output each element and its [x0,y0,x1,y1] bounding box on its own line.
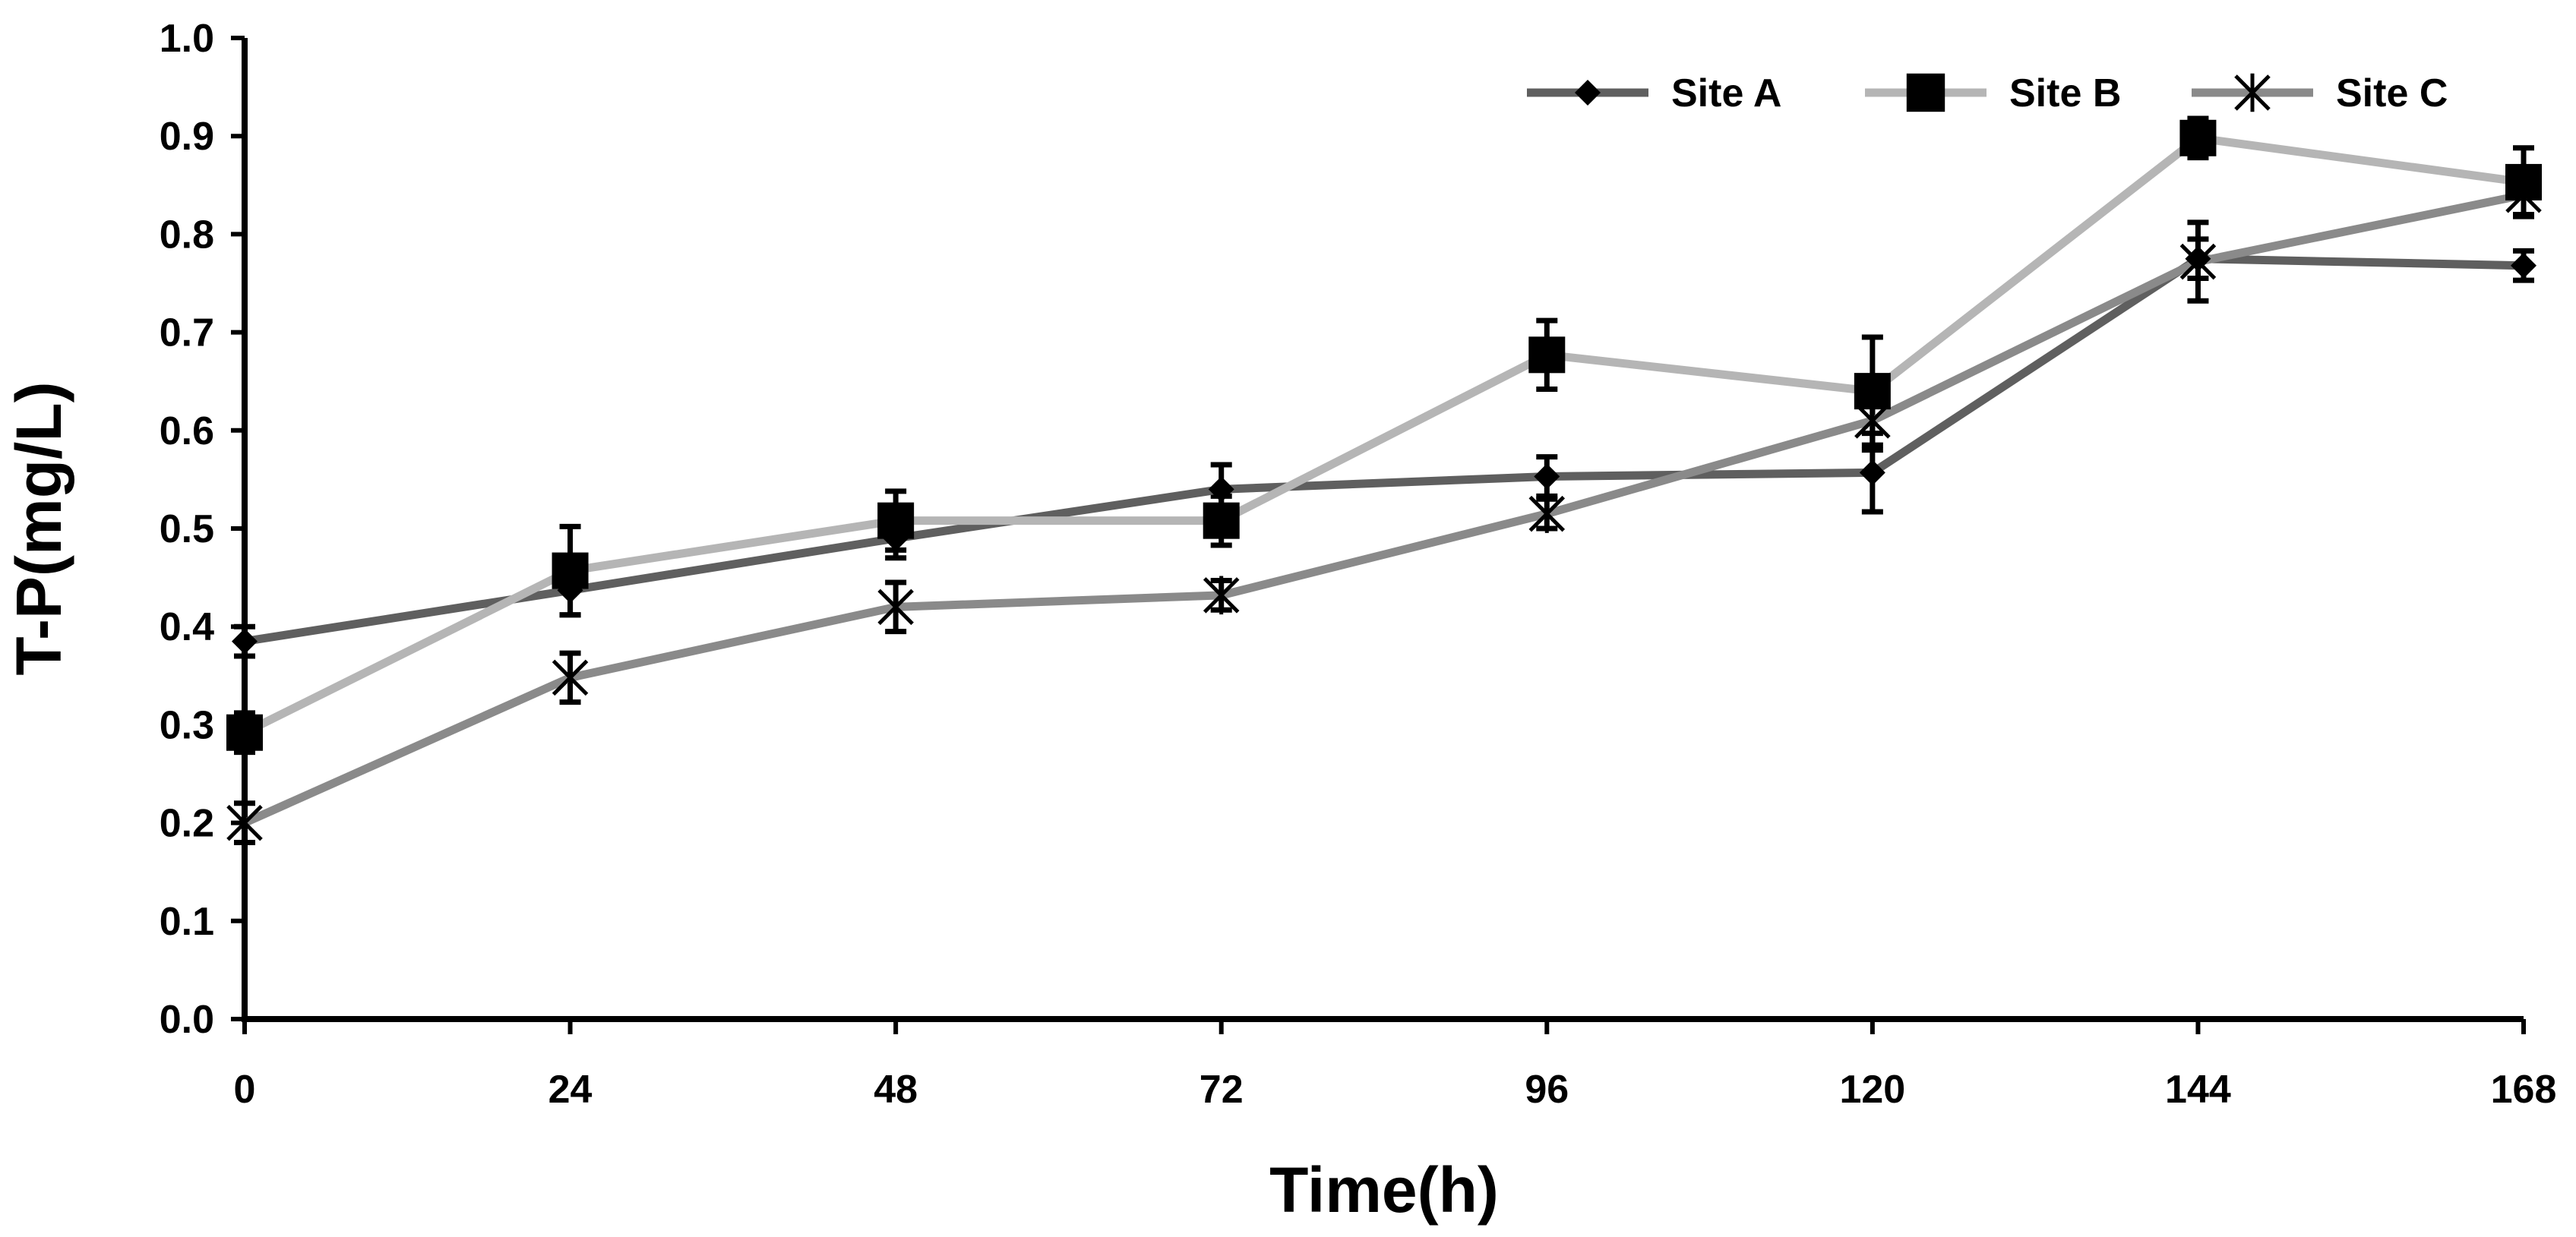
series-points-site-a [232,245,2536,655]
marker-diamond [232,628,258,655]
marker-square [1203,502,1240,539]
axes [231,36,2526,1034]
marker-square [552,552,589,589]
y-tick-label: 0.3 [160,703,214,747]
x-tick-label: 0 [234,1068,256,1112]
x-tick-label: 48 [874,1068,918,1112]
y-tick-label: 0.5 [160,507,214,551]
marker-square [877,502,915,539]
y-tick-label: 0.2 [160,802,214,846]
y-tick-label: 0.4 [160,605,214,649]
marker-star [2179,242,2217,281]
marker-star [552,658,589,697]
marker-star [1854,401,1891,440]
x-tick-label: 144 [2165,1068,2231,1112]
x-tick-label: 72 [1199,1068,1244,1112]
y-tick-label: 0.6 [160,409,214,453]
x-tick-label: 120 [1839,1068,1905,1112]
marker-square [226,714,263,751]
marker-diamond [1534,463,1560,490]
legend-item-site-b: Site B [1865,71,2121,115]
y-tick-label: 0.1 [160,900,214,944]
legend-label: Site C [2336,71,2448,115]
marker-square [2179,119,2217,156]
y-tick-label: 0.7 [160,311,214,355]
marker-star [877,588,914,626]
x-axis-title: Time(h) [1269,1154,1499,1226]
legend: Site A Site B Site C [1527,71,2448,115]
legend-item-site-a: Site A [1527,71,1781,115]
y-tick-label: 1.0 [160,17,214,61]
y-axis-title: T-P(mg/L) [3,381,74,675]
legend-label: Site A [1671,71,1781,115]
series-points-site-c [226,175,2542,842]
x-tick-label: 96 [1525,1068,1569,1112]
x-tick-label: 24 [548,1068,593,1112]
marker-star [2505,175,2542,215]
series-line-site-a [244,254,2524,646]
marker-star [1203,576,1240,615]
marker-square [1906,73,1945,112]
marker-diamond [1208,476,1234,503]
marker-star [2234,73,2271,112]
legend-label: Site B [2009,71,2121,115]
marker-diamond [2511,252,2536,279]
series-layer [226,115,2542,845]
marker-diamond [1859,459,1885,486]
marker-star [1528,494,1566,533]
y-tick-label: 0.0 [160,998,214,1042]
marker-square [1528,336,1566,374]
y-tick-label: 0.8 [160,213,214,257]
tick-labels: 0.0 0.1 0.2 0.3 0.4 0.5 0.6 0.7 0.8 0.9 1.0 0 24 48 72… [160,17,2557,1112]
legend-item-site-c: Site C [2192,71,2448,115]
x-tick-label: 168 [2491,1068,2557,1112]
series-site-c-errorbars [234,172,2534,845]
marker-star [226,803,263,842]
series-line-site-c [242,191,2525,827]
y-tick-label: 0.9 [160,115,214,159]
series-line-site-b [242,134,2524,737]
marker-diamond [1575,80,1601,106]
